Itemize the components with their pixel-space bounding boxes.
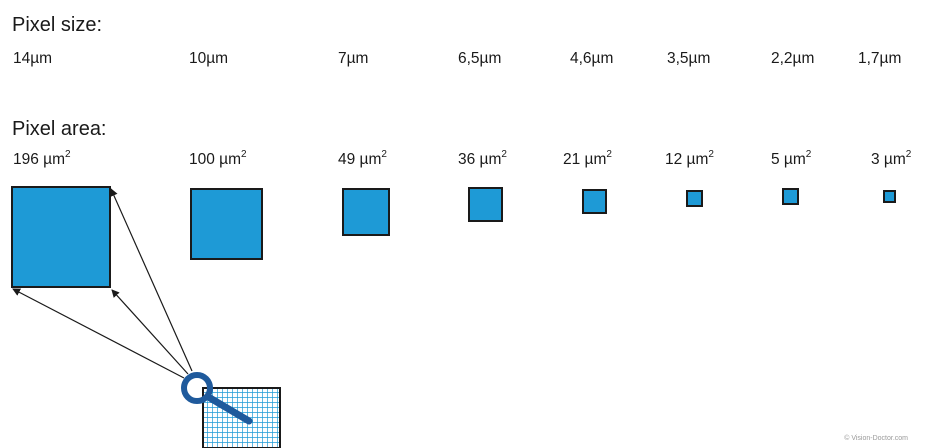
pixel-size-label: 6,5µm	[458, 50, 502, 67]
pixel-area-label: 3 µm2	[871, 149, 912, 169]
pixel-area-label: 196 µm2	[13, 149, 71, 169]
zoom-arrow	[111, 289, 189, 375]
pixel-square-14um	[11, 186, 111, 288]
pixel-area-label: 12 µm2	[665, 149, 714, 169]
pixel-square-1-7um	[883, 190, 896, 203]
pixel-square-10um	[190, 188, 263, 260]
pixel-size-label: 14µm	[13, 50, 53, 67]
pixel-size-label: 3,5µm	[667, 50, 711, 67]
pixel-area-label: 36 µm2	[458, 149, 507, 169]
pixel-square-2-2um	[782, 188, 799, 205]
pixel-area-label: 21 µm2	[563, 149, 612, 169]
pixel-area-label: 49 µm2	[338, 149, 387, 169]
pixel-square-3-5um	[686, 190, 703, 207]
pixel-area-label: 5 µm2	[771, 149, 812, 169]
pixel-size-label: 4,6µm	[570, 50, 614, 67]
pixel-area-heading: Pixel area:	[12, 118, 107, 140]
pixel-size-label: 1,7µm	[858, 50, 902, 67]
zoom-arrow	[12, 288, 185, 379]
pixel-square-4-6um	[582, 189, 607, 214]
zoom-arrow	[110, 188, 193, 372]
pixel-square-7um	[342, 188, 390, 236]
pixel-square-6-5um	[468, 187, 503, 222]
copyright-credit: © Vision-Doctor.com	[844, 435, 908, 442]
magnifying-glass-icon	[181, 372, 253, 425]
pixel-size-label: 7µm	[338, 50, 369, 67]
pixel-area-label: 100 µm2	[189, 149, 247, 169]
pixel-size-label: 10µm	[189, 50, 229, 67]
pixel-size-label: 2,2µm	[771, 50, 815, 67]
pixel-size-heading: Pixel size:	[12, 14, 103, 36]
